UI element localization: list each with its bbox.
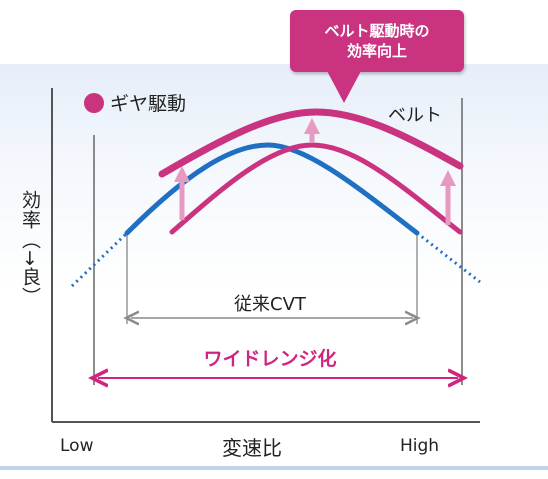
x-axis-label: 変速比 <box>222 436 282 460</box>
panel-bottom-rule <box>0 466 548 470</box>
efficiency-callout: ベルト駆動時の 効率向上 <box>290 10 464 72</box>
gear-curve-right-dotted <box>416 231 481 284</box>
belt-curve-upper <box>158 108 464 178</box>
callout-line-1: ベルト駆動時の <box>324 22 430 40</box>
diagram-panel <box>0 64 548 479</box>
y-axis-label: 効率（→良） <box>19 190 41 307</box>
gear-legend-label: ギヤ駆動 <box>110 93 187 115</box>
improvement-arrow-center <box>304 118 320 142</box>
x-axis-low-label: Low <box>60 436 94 456</box>
wide-range-label: ワイドレンジ化 <box>203 348 337 370</box>
gear-curve-left-dotted <box>70 231 129 288</box>
callout-pointer <box>327 71 361 103</box>
gear-curve <box>124 142 420 236</box>
improvement-arrow-right <box>440 170 456 225</box>
x-axis-high-label: High <box>400 436 440 456</box>
conventional-range-label: 従来CVT <box>234 294 306 315</box>
callout-line-2: 効率向上 <box>346 42 407 60</box>
gear-legend-marker <box>84 93 104 113</box>
improvement-arrow-left <box>174 166 190 220</box>
belt-label: ベルト <box>388 105 442 126</box>
belt-curve-lower <box>169 142 463 235</box>
